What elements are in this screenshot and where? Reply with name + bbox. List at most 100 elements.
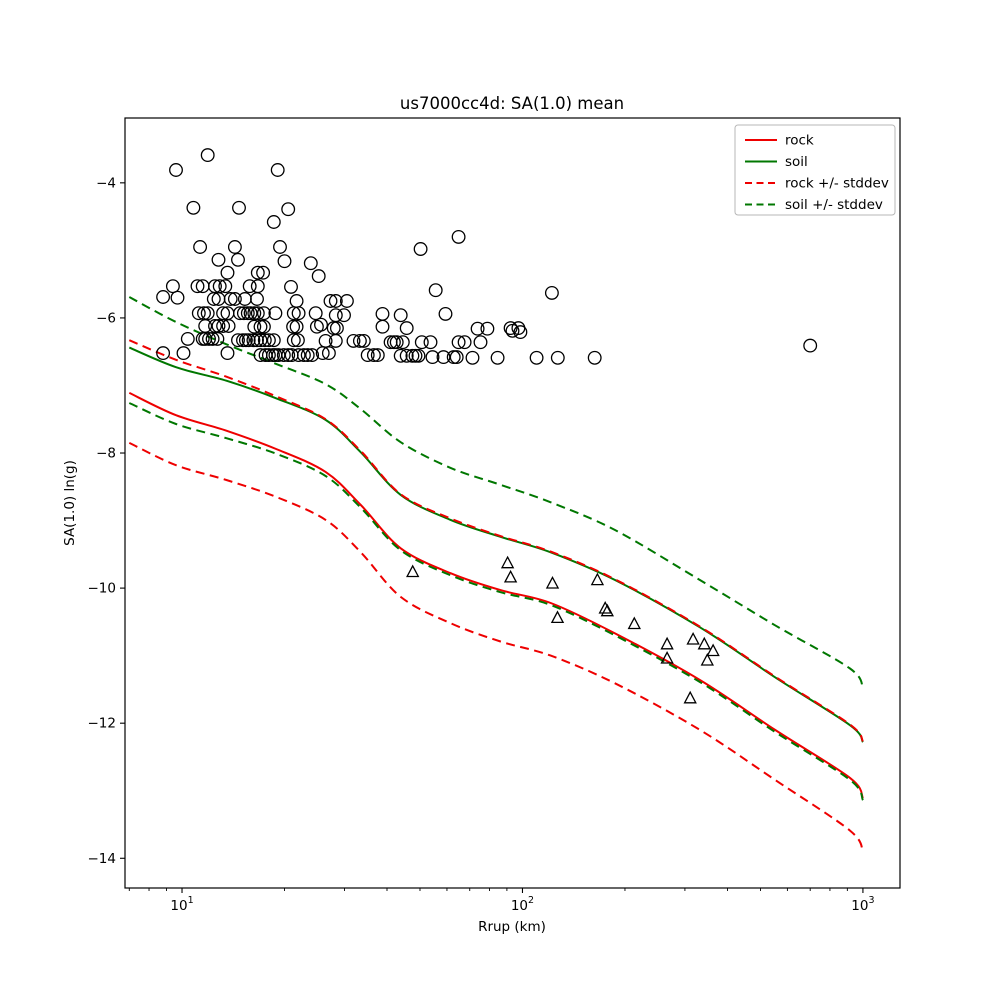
station-circle-marker [346,333,361,348]
curve-soil-stddev [128,296,864,689]
station-circle-marker [266,333,281,348]
station-triangle-marker [706,643,720,657]
station-circle-marker [256,265,271,280]
station-circle-marker [193,240,208,254]
station-circle-marker [227,292,242,306]
station-circle-marker [210,331,225,346]
station-circle-marker [395,335,410,350]
curve-soil [128,346,864,743]
station-circle-marker [243,306,258,321]
station-circle-marker [170,290,185,305]
station-circle-marker [360,348,375,363]
station-circle-marker [321,346,336,361]
station-circle-marker [503,321,518,336]
station-circle-marker [216,319,231,333]
station-circle-marker [393,348,408,363]
y-tick-label: −6 [96,310,116,326]
station-circle-marker [205,331,220,346]
curve-rock [128,391,864,799]
station-circle-marker [408,348,423,363]
station-circle-marker [231,252,245,267]
axis-ticks: 101 102 103 −4 −6 −8 −10 −12 −14 [88,175,875,914]
legend-box [734,124,896,216]
legend-entry-label: rock +/- stddev [785,176,889,192]
station-circle-marker [250,333,264,348]
station-circle-marker [356,333,371,348]
station-circle-marker [490,350,505,365]
station-circle-marker [323,294,338,308]
station-circle-marker [291,306,306,321]
station-circle-marker [266,215,281,229]
station-circle-marker [289,319,304,334]
plot-area-border [124,117,901,889]
x-tick-label: 101 [170,895,193,914]
station-circle-marker [428,283,443,298]
station-circle-marker [414,335,429,350]
station-circle-marker [803,338,818,353]
chart-title: us7000cc4d: SA(1.0) mean [400,94,624,113]
x-tick-label: 103 [851,895,874,914]
station-circle-marker [191,306,206,321]
station-circle-marker [200,306,215,321]
station-circle-marker [544,285,559,300]
legend-entry-label: soil [785,154,808,170]
legend: rock soil rock +/- stddev soil +/- stddev [734,124,896,216]
station-circle-marker [449,350,464,365]
station-triangle-marker [550,610,565,624]
station-circle-marker [303,256,318,271]
station-circle-marker [513,325,528,340]
station-circle-marker [156,346,171,361]
station-circle-marker [202,331,216,346]
station-circle-marker [451,335,466,350]
station-circle-marker [180,331,195,346]
station-circle-marker [399,321,414,336]
x-tick-label: 102 [511,895,534,914]
station-circle-marker [247,306,262,321]
station-circle-marker [208,319,222,333]
station-circle-marker [200,148,215,163]
y-tick-label: −8 [96,446,116,462]
station-circle-marker [284,279,298,294]
station-circle-marker [308,306,323,321]
station-circle-marker [268,306,283,321]
legend-entry-label: soil +/- stddev [785,197,883,213]
station-circle-marker [389,335,404,350]
station-circle-marker [370,348,385,363]
y-axis-label: SA(1.0) ln(g) [62,460,78,546]
station-triangle-marker [660,636,674,650]
station-circle-marker [261,333,276,348]
station-circle-marker [438,306,453,321]
station-circle-marker [232,200,246,215]
y-tick-label: −12 [88,716,117,732]
station-circle-marker [311,269,326,284]
station-circle-marker [451,229,466,244]
station-circle-marker [206,292,221,306]
station-triangle-marker [503,569,518,583]
station-circle-marker [250,306,265,321]
station-circle-marker [273,240,287,254]
station-circle-marker [314,317,328,332]
station-circle-marker [211,252,226,267]
station-circle-marker [529,350,544,365]
station-circle-marker [247,319,262,334]
y-tick-label: −14 [88,851,117,867]
curve-rock-stddev [128,441,864,853]
station-circle-marker [231,333,245,348]
station-circle-marker [457,335,472,350]
station-circle-marker [328,333,343,348]
station-circle-marker [550,350,565,365]
station-triangle-marker [590,572,605,586]
station-circle-marker [446,350,461,365]
station-circle-marker [241,333,256,348]
station-circle-marker [242,279,257,294]
station-circle-marker [246,333,261,348]
station-circle-marker [286,319,301,334]
station-circle-marker [261,348,276,363]
station-circle-marker [250,265,265,280]
station-circle-marker [218,279,233,294]
station-circle-marker [465,350,480,365]
station-circle-marker [253,319,268,334]
station-circle-marker [220,346,235,361]
legend-entry-label: rock [785,133,814,149]
